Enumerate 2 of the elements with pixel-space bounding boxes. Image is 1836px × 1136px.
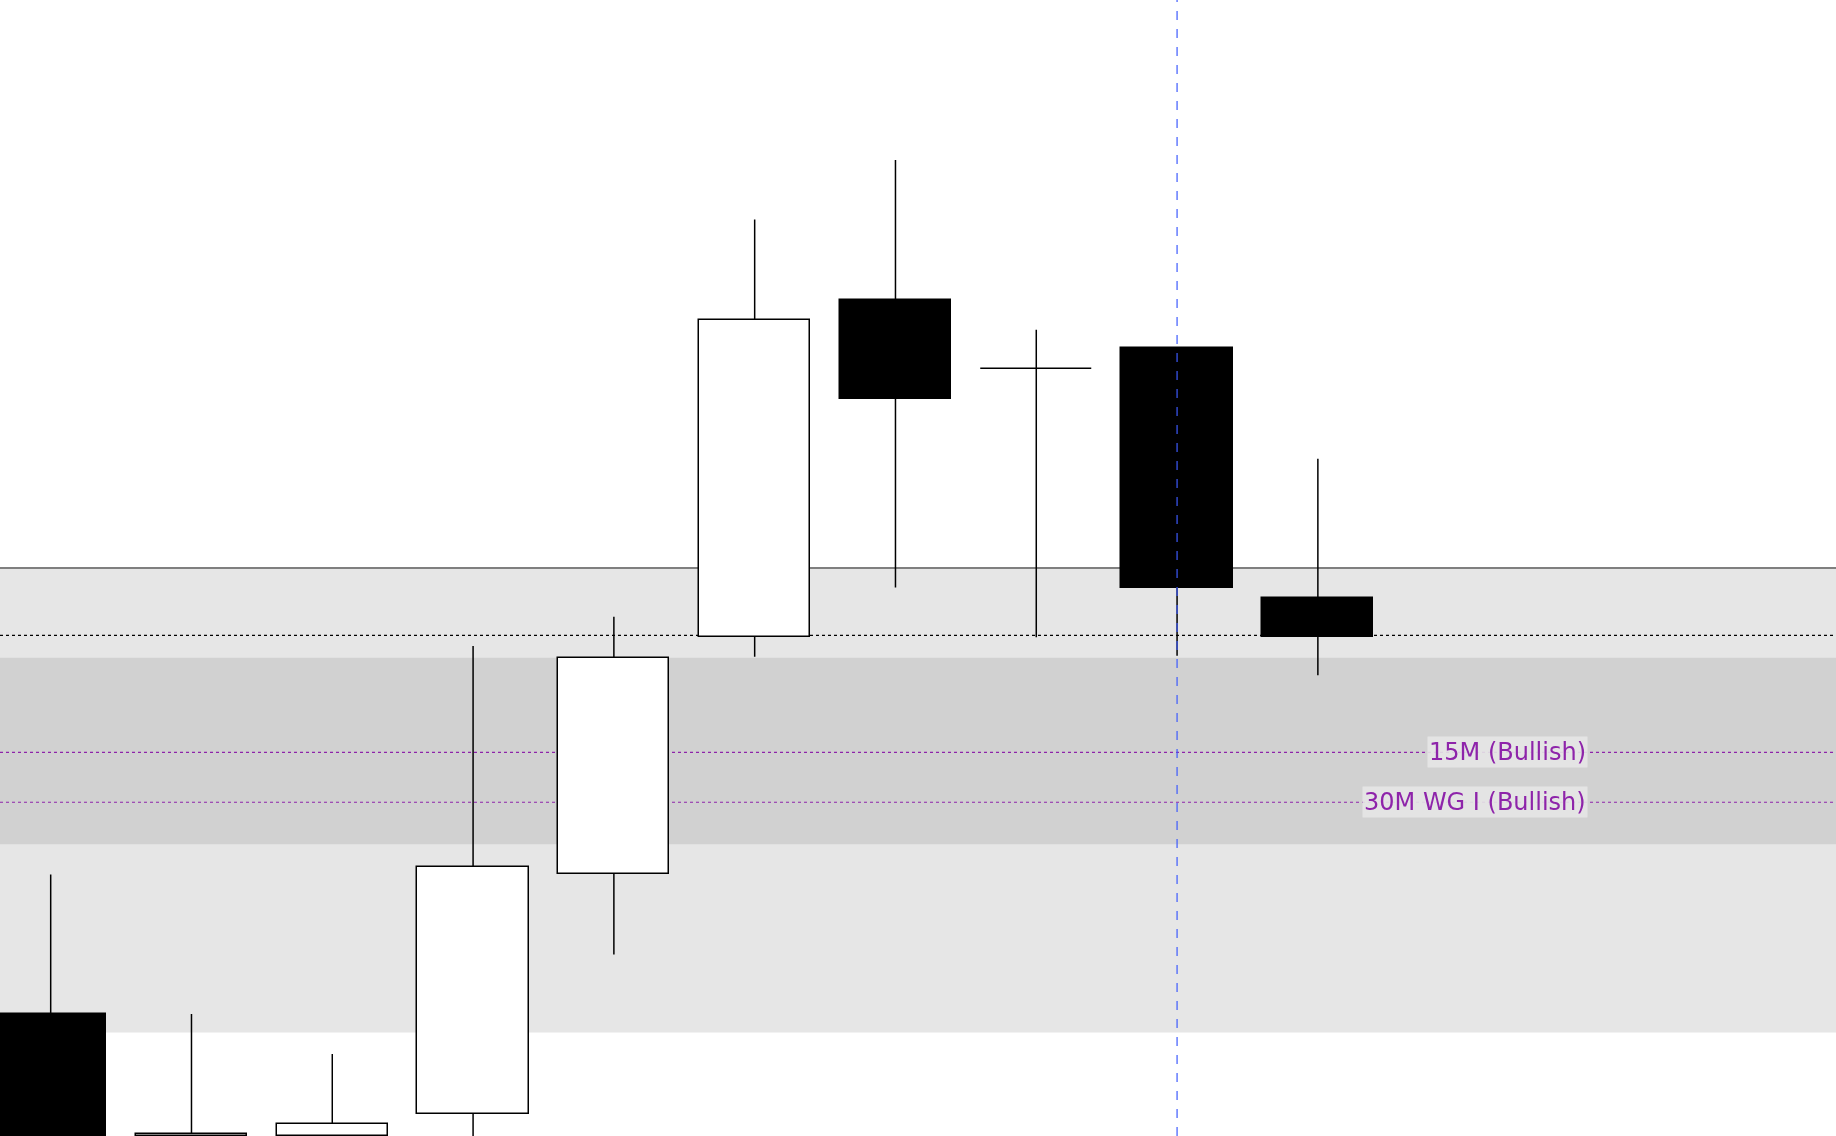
ref-line-label: 30M WG I (Bullish) [1364,788,1586,816]
ref-line-label: 15M (Bullish) [1429,738,1586,766]
